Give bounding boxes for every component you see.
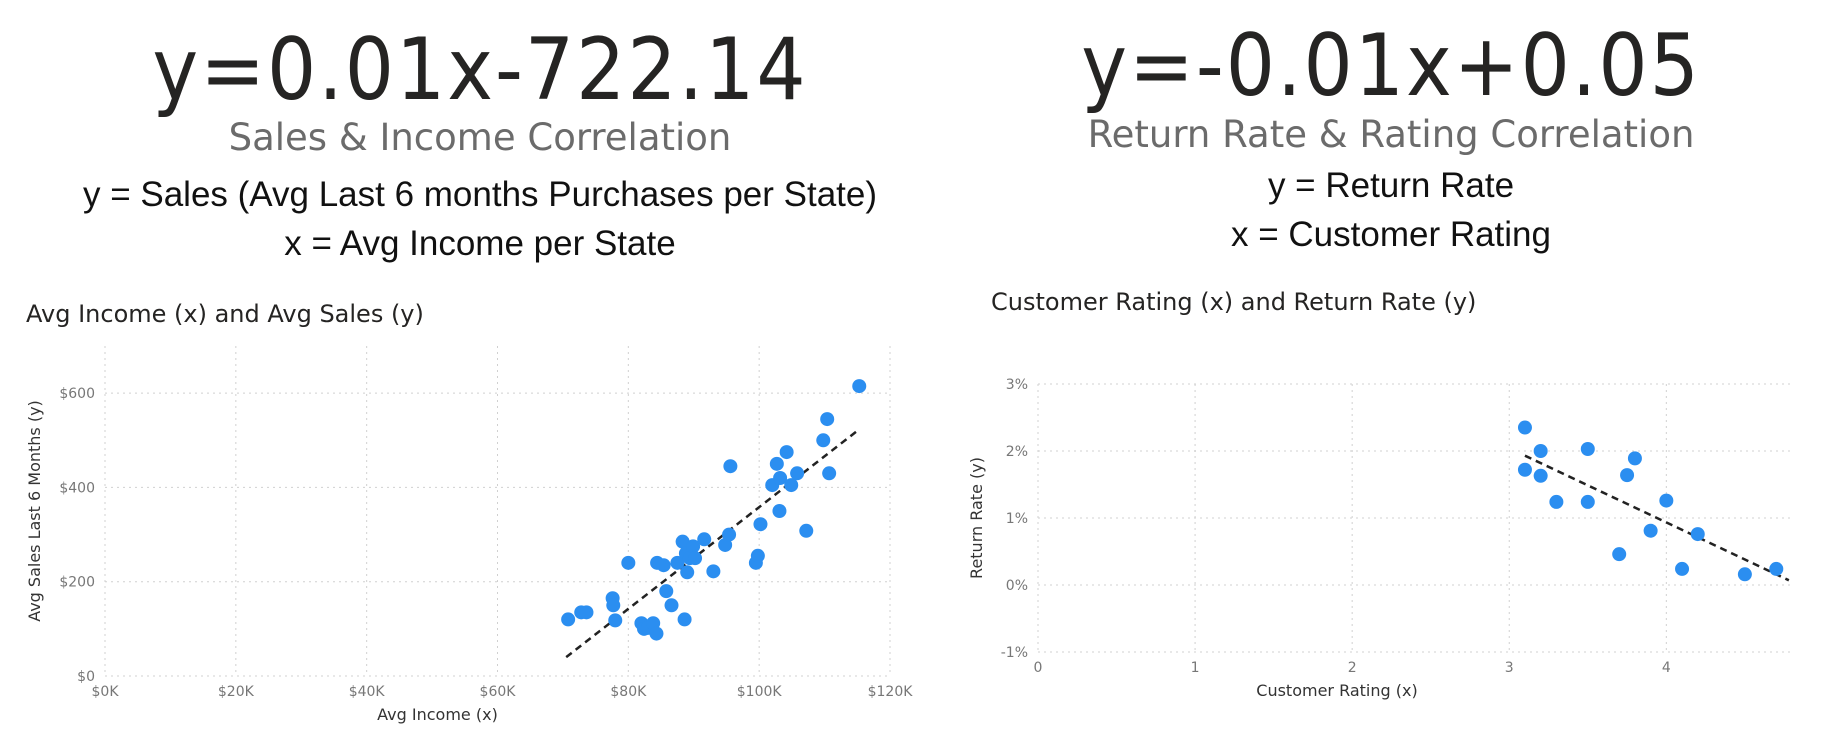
y-axis-title: Return Rate (y) xyxy=(967,457,986,579)
data-point xyxy=(1533,468,1548,483)
data-point xyxy=(621,555,636,570)
data-point xyxy=(1580,494,1595,509)
data-point xyxy=(820,412,835,427)
data-point xyxy=(1580,441,1595,456)
data-point xyxy=(784,478,799,493)
data-point xyxy=(1769,561,1784,576)
data-point xyxy=(659,584,674,599)
variable-definitions: y = Return Rate x = Customer Rating xyxy=(960,161,1822,259)
data-point xyxy=(1612,547,1627,562)
data-point xyxy=(772,504,787,518)
trendline xyxy=(1524,454,1790,582)
data-point xyxy=(697,532,712,547)
data-point xyxy=(1659,493,1674,508)
y-tick-label: -1% xyxy=(1001,645,1028,661)
data-point xyxy=(561,612,576,627)
x-axis-title: Customer Rating (x) xyxy=(1256,681,1417,700)
data-point xyxy=(852,379,867,394)
data-point xyxy=(670,555,685,570)
y-tick-label: $0 xyxy=(77,669,95,685)
x-tick-label: 1 xyxy=(1191,660,1200,676)
data-point xyxy=(675,534,690,549)
data-point xyxy=(579,605,594,620)
data-point xyxy=(1533,444,1548,458)
data-point xyxy=(608,613,623,628)
x-tick-label: 4 xyxy=(1662,660,1671,676)
rating-returnrate-scatter-chart: -1% 0% 1% 2% 3% 0 1 2 3 4 Customer Rating (x) Retur… xyxy=(967,377,1792,700)
variable-definitions: y = Sales (Avg Last 6 months Purchases p… xyxy=(0,170,960,268)
left-panel: y=0.01x-722.14 Sales & Income Correlatio… xyxy=(0,20,960,724)
data-point xyxy=(606,598,621,613)
x-tick-label: $0K xyxy=(92,684,120,700)
data-point xyxy=(799,523,814,538)
income-sales-scatter-chart: $0 $200 $400 $600 $0K $20K $40K $60K $80K $100K $1… xyxy=(25,346,913,724)
y-tick-label: 3% xyxy=(1006,377,1028,393)
data-point xyxy=(822,466,837,481)
y-tick-label: $200 xyxy=(59,575,95,591)
x-tick-label: $120K xyxy=(868,684,914,700)
x-tick-label: 3 xyxy=(1505,660,1514,676)
data-point xyxy=(1549,494,1564,509)
x-tick-label: $20K xyxy=(218,684,255,700)
data-point xyxy=(1517,462,1532,477)
data-point xyxy=(649,626,664,641)
correlation-subtitle: Sales & Income Correlation xyxy=(228,116,732,159)
y-tick-label: 0% xyxy=(1006,578,1028,594)
x-tick-label: 2 xyxy=(1348,660,1357,676)
data-point xyxy=(779,445,794,460)
chart-title: Customer Rating (x) and Return Rate (y) xyxy=(991,288,1477,316)
x-axis-title: Avg Income (x) xyxy=(377,705,498,724)
data-point xyxy=(1737,567,1752,582)
data-point xyxy=(1517,420,1532,435)
data-point xyxy=(680,565,695,580)
y-tick-label: $600 xyxy=(59,386,95,402)
regression-equation: y=0.01x-722.14 xyxy=(152,20,808,120)
data-point xyxy=(664,598,679,613)
data-point xyxy=(688,551,703,566)
regression-equation: y=-0.01x+0.05 xyxy=(1081,16,1701,116)
x-tick-label: 0 xyxy=(1034,660,1043,676)
data-point xyxy=(723,459,738,474)
x-tick-label: $80K xyxy=(610,684,647,700)
data-point xyxy=(1643,523,1658,538)
x-tick-label: $60K xyxy=(480,684,517,700)
data-point xyxy=(1675,561,1690,576)
y-tick-label: 1% xyxy=(1006,511,1028,527)
y-tick-label: 2% xyxy=(1006,444,1028,460)
data-point xyxy=(769,456,784,471)
chart-title: Avg Income (x) and Avg Sales (y) xyxy=(26,300,424,328)
data-point xyxy=(656,558,671,573)
data-point xyxy=(753,517,768,532)
data-point xyxy=(1690,527,1705,542)
y-definition: y = Sales (Avg Last 6 months Purchases p… xyxy=(82,175,878,214)
y-definition: y = Return Rate xyxy=(1267,166,1515,205)
data-point xyxy=(816,433,831,448)
data-point xyxy=(1627,451,1642,466)
x-definition: x = Customer Rating xyxy=(1231,215,1551,254)
x-definition: x = Avg Income per State xyxy=(284,224,676,263)
data-point xyxy=(677,612,692,627)
x-tick-label: $40K xyxy=(349,684,386,700)
x-tick-label: $100K xyxy=(737,684,783,700)
y-tick-label: $400 xyxy=(59,480,95,496)
data-point xyxy=(1620,468,1635,483)
y-axis-title: Avg Sales Last 6 Months (y) xyxy=(25,400,44,622)
data-point xyxy=(722,527,737,542)
data-point xyxy=(750,548,765,563)
right-panel: y=-0.01x+0.05 Return Rate & Rating Corre… xyxy=(960,0,1822,754)
data-point xyxy=(686,539,701,554)
data-point xyxy=(706,564,721,579)
data-point xyxy=(790,466,805,481)
data-point xyxy=(773,471,788,485)
correlation-subtitle: Return Rate & Rating Correlation xyxy=(1087,113,1695,156)
